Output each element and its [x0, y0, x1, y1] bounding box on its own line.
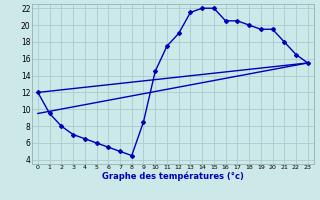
X-axis label: Graphe des températures (°c): Graphe des températures (°c): [102, 172, 244, 181]
